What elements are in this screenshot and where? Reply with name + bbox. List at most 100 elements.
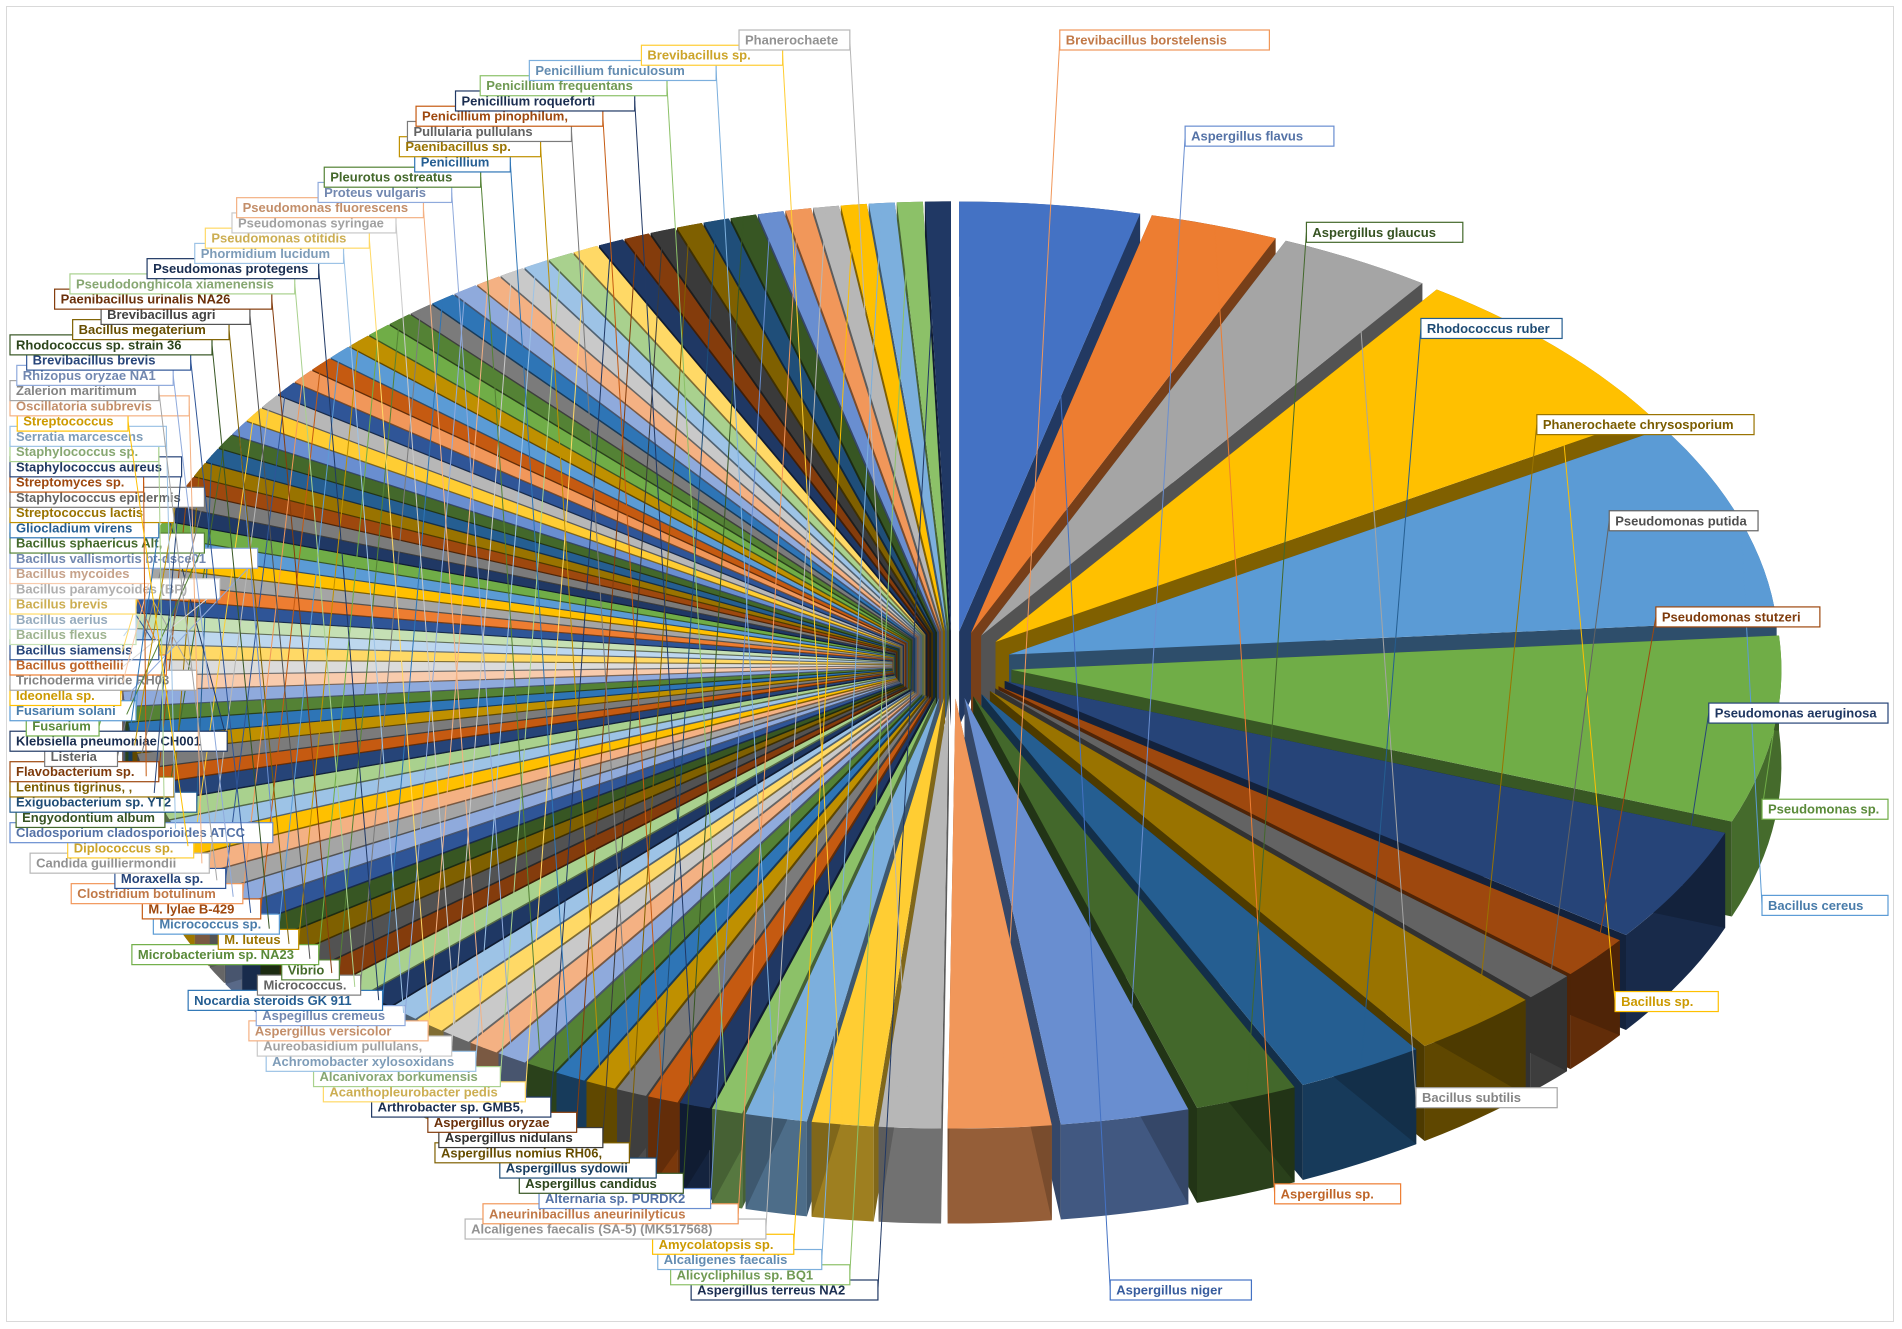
label-box <box>1761 894 1889 916</box>
leader-line <box>298 340 360 940</box>
leader-line <box>271 299 333 974</box>
label-box <box>1274 1183 1402 1205</box>
leader-line <box>242 376 304 894</box>
slice-label: Aspergillus terreus NA2 <box>697 1283 845 1298</box>
leader-line <box>849 201 911 1275</box>
slice-label: Arthrobacter sp. GMB5, <box>378 1100 524 1115</box>
leader-line <box>404 289 466 1016</box>
pie-slice <box>163 506 896 654</box>
slice-label: Penicillium roqueforti <box>462 93 596 108</box>
leader-line <box>550 242 612 1108</box>
pie-slice <box>454 285 917 638</box>
pie-slice <box>813 205 943 632</box>
label-box <box>1420 317 1563 340</box>
slice-label: Oscillatoria subbrevis <box>16 398 152 413</box>
slice-label: Paenibacillus urinalis NA26 <box>61 292 231 307</box>
pie-slice <box>183 477 897 652</box>
label-box <box>1059 29 1270 51</box>
leader-line <box>139 497 205 762</box>
leader-line <box>634 100 696 1106</box>
slice-wall <box>941 698 949 1224</box>
pie-slice <box>679 696 934 1109</box>
slice-label: Listeria <box>51 749 98 764</box>
pie-slice <box>391 690 913 1019</box>
pie-slice <box>730 214 937 633</box>
pie-slice <box>757 211 939 633</box>
slice-label: Pseudomonas putida <box>1615 513 1747 528</box>
slice-label: Bacillus siamensis <box>16 642 132 657</box>
pie-slice <box>477 276 919 638</box>
leader-line <box>153 466 183 793</box>
pie-slice <box>745 697 940 1122</box>
leader-line <box>1124 136 1186 1119</box>
slice-label: Micrococcus sp. <box>159 917 261 932</box>
slice-labels: Aspergillus niger Aspergillus sp. Bacillus… <box>9 29 1889 1301</box>
slice-label: Pseudomonas aeruginosa <box>1715 706 1878 721</box>
pie-slice <box>998 686 1620 975</box>
slice-label: Pseudomonas sp. <box>1768 802 1879 817</box>
leader-line <box>999 39 1061 1128</box>
leader-line <box>158 390 218 881</box>
leader-line <box>318 268 380 1001</box>
pie-slice <box>417 691 915 1031</box>
leader-line <box>849 39 911 1129</box>
pie-slice <box>524 260 922 636</box>
leader-line <box>338 319 400 970</box>
slice-label: Vibrio <box>288 962 325 977</box>
slice-label: Amycolatopsis sp. <box>659 1237 774 1252</box>
slice-label: Aspergillus glaucus <box>1312 225 1436 240</box>
pie-slice <box>159 675 896 820</box>
slice-label: Brevibacillus sp. <box>647 48 750 63</box>
leader-line <box>249 314 311 959</box>
pie-slice <box>785 208 941 632</box>
chart-area <box>6 6 1894 1322</box>
slice-label: Aspergillus sydowii <box>506 1161 628 1176</box>
slice-label: Alcanivorax borkumensis <box>320 1069 478 1084</box>
leader-line <box>190 360 252 913</box>
leader-line <box>1554 346 1616 1002</box>
slice-label: Fusarium <box>32 718 91 733</box>
slice-label: Klebsiella pneumoniae CH001 <box>16 734 201 749</box>
slice-label: Proteus vulgaris <box>324 185 426 200</box>
leader-line <box>509 161 571 1077</box>
slice-label: Alicycliphilus sp. BQ1 <box>677 1267 814 1282</box>
slice-label: Rhodococcus ruber <box>1427 321 1550 336</box>
leader-line <box>737 209 799 1214</box>
slice-label: Pullularia pullulans <box>413 124 532 139</box>
pie-slice <box>369 324 911 641</box>
slice-label: Phanerochaete <box>745 33 838 48</box>
leader-line <box>134 512 175 746</box>
slice-label: Trichoderma viride RH03 <box>16 673 169 688</box>
pie-slice <box>1004 681 1726 935</box>
slice-label: Penicillium pinophilum, <box>422 109 568 124</box>
slice-label: Bacillus vallismortis bt-dsce01 <box>16 551 206 566</box>
slice-label: Clostridium botulinum <box>77 886 216 901</box>
pie-slice <box>232 421 901 648</box>
slice-label: Aureobasidium pullulans, <box>263 1039 422 1054</box>
pie-slice <box>349 335 910 642</box>
pie-slice <box>143 673 894 784</box>
pie-slice <box>278 382 904 645</box>
leader-line <box>1761 729 1775 810</box>
leader-line <box>172 375 234 897</box>
label-box <box>1536 414 1755 436</box>
leader-line <box>655 220 717 1169</box>
pie-slice <box>712 697 936 1114</box>
pie-slice <box>122 644 893 665</box>
pie-slice <box>367 689 911 1007</box>
leader-line <box>158 451 165 811</box>
slice-label: Brevibacillus agri <box>107 307 215 322</box>
slice-label: Alcaligenes faecalis <box>664 1252 788 1267</box>
pie-slice <box>155 521 895 656</box>
leader-line <box>821 203 883 1260</box>
slice-label: Streptococcus lactis <box>16 505 143 520</box>
slice-label: Penicillium <box>421 154 490 169</box>
leader-line <box>451 192 513 1059</box>
pie-slice <box>137 671 894 768</box>
leader-line <box>877 201 939 1291</box>
pie-slice <box>246 408 902 647</box>
pie-slice <box>135 566 894 659</box>
pie-slice <box>878 698 949 1129</box>
leader-line <box>188 405 203 864</box>
leader-line <box>395 222 457 1037</box>
